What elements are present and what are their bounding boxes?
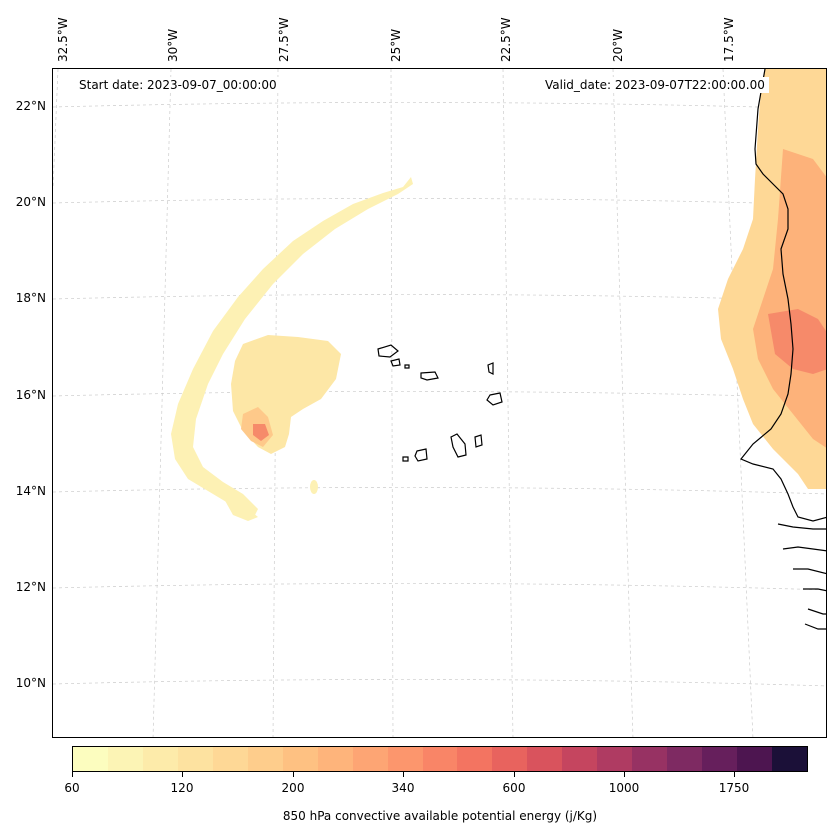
lon-label: 22.5°W — [499, 17, 513, 62]
colorbar-segment — [422, 747, 458, 771]
cape-arc-band — [171, 177, 413, 519]
colorbar-segment — [282, 747, 318, 771]
lat-label: 20°N — [15, 195, 46, 209]
colorbar-title: 850 hPa convective available potential e… — [282, 809, 598, 823]
colorbar-segment — [457, 747, 493, 771]
colorbar-tick — [514, 772, 515, 777]
colorbar-segment — [247, 747, 283, 771]
colorbar-tick-label: 60 — [64, 781, 80, 795]
map-panel: Start date: 2023-09-07_00:00:00 Valid_da… — [52, 68, 827, 738]
colorbar-tick-label: 600 — [502, 781, 526, 795]
colorbar-segment — [597, 747, 633, 771]
cape-arc-tail — [223, 497, 258, 521]
colorbar — [72, 746, 808, 772]
colorbar-segment — [142, 747, 178, 771]
valid-date-label: Valid_date: 2023-09-07T22:00:00.00 — [541, 77, 769, 93]
colorbar-tick-label: 120 — [170, 781, 194, 795]
colorbar-segment — [352, 747, 388, 771]
lon-label: 17.5°W — [722, 17, 736, 62]
start-date-label: Start date: 2023-09-07_00:00:00 — [75, 77, 281, 93]
lon-label: 27.5°W — [277, 17, 291, 62]
cape-inner-peak — [253, 424, 269, 441]
colorbar-tick-label: 1000 — [608, 781, 640, 795]
graticule — [53, 69, 826, 737]
colorbar-segment — [667, 747, 703, 771]
colorbar-segment — [527, 747, 563, 771]
colorbar-segment — [387, 747, 423, 771]
colorbar-segment — [492, 747, 528, 771]
colorbar-segment — [772, 747, 808, 771]
lat-label: 12°N — [15, 580, 46, 594]
west-africa-coastline — [740, 69, 826, 630]
lon-label: 25°W — [389, 28, 403, 62]
cape-coastal-peak — [768, 309, 826, 374]
colorbar-segment — [107, 747, 143, 771]
lon-label: 20°W — [611, 28, 625, 62]
colorbar-tick — [734, 772, 735, 777]
lat-label: 10°N — [15, 676, 46, 690]
colorbar-tick-label: 340 — [391, 781, 415, 795]
colorbar-segment — [317, 747, 353, 771]
colorbar-segment — [73, 747, 108, 771]
colorbar-segment — [212, 747, 248, 771]
colorbar-segment — [632, 747, 668, 771]
colorbar-segment — [562, 747, 598, 771]
colorbar-tick — [293, 772, 294, 777]
lon-label: 32.5°W — [56, 17, 70, 62]
colorbar-tick-label: 200 — [281, 781, 305, 795]
colorbar-tick — [403, 772, 404, 777]
cape-verde-islands — [377, 344, 503, 462]
colorbar-tick — [182, 772, 183, 777]
cape-coastal-mid — [753, 149, 826, 448]
lat-label: 16°N — [15, 388, 46, 402]
colorbar-tick — [624, 772, 625, 777]
lon-label: 30°W — [166, 28, 180, 62]
cape-map — [53, 69, 826, 737]
colorbar-segment — [737, 747, 773, 771]
lat-label: 14°N — [15, 484, 46, 498]
colorbar-tick — [72, 772, 73, 777]
colorbar-segment — [177, 747, 213, 771]
lat-label: 22°N — [15, 99, 46, 113]
colorbar-segment — [702, 747, 738, 771]
colorbar-tick-label: 1750 — [718, 781, 750, 795]
lat-label: 18°N — [15, 291, 46, 305]
cape-blob-small — [310, 480, 318, 494]
